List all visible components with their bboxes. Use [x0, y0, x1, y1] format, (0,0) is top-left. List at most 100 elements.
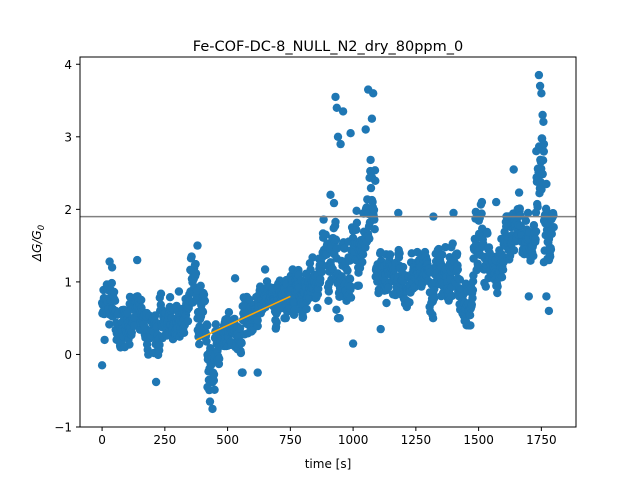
- scatter-point: [202, 337, 211, 346]
- scatter-point: [493, 288, 502, 298]
- scatter-point: [468, 285, 478, 295]
- scatter-point: [531, 227, 541, 236]
- y-tick-label: −1: [54, 421, 72, 435]
- x-tick-label: 1000: [338, 433, 369, 447]
- scatter-point: [366, 183, 376, 193]
- scatter-point: [465, 311, 475, 320]
- scatter-point: [521, 216, 531, 225]
- scatter-point: [165, 293, 175, 302]
- scatter-point: [253, 321, 262, 331]
- scatter-point: [514, 188, 524, 197]
- scatter-point: [367, 114, 377, 123]
- scatter-point: [430, 284, 439, 294]
- scatter-point: [448, 239, 457, 248]
- scatter-point: [205, 397, 215, 406]
- scatter-point: [137, 295, 146, 305]
- scatter-point: [109, 287, 119, 297]
- scatter-point: [529, 221, 539, 230]
- scatter-point: [455, 275, 465, 284]
- scatter-point: [354, 281, 363, 290]
- scatter-point: [453, 265, 462, 274]
- scatter-point: [331, 92, 340, 102]
- scatter-point: [382, 298, 391, 308]
- scatter-point: [542, 292, 551, 301]
- scatter-point: [335, 314, 344, 323]
- scatter-point: [481, 282, 490, 291]
- scatter-point: [224, 308, 234, 317]
- y-axis-label-main: ΔG/G: [30, 230, 44, 262]
- x-tick-label: 1750: [526, 433, 557, 447]
- scatter-point: [509, 165, 518, 174]
- scatter-point: [316, 274, 325, 284]
- scatter-point: [199, 290, 209, 299]
- scatter-point: [371, 176, 380, 185]
- scatter-point: [340, 243, 349, 253]
- scatter-point: [452, 249, 462, 258]
- scatter-point: [542, 179, 551, 189]
- scatter-point: [198, 307, 208, 317]
- y-tick-label: 1: [64, 275, 72, 289]
- scatter-point: [302, 304, 311, 314]
- scatter-point: [394, 208, 403, 218]
- chart-title: Fe-COF-DC-8_NULL_N2_dry_80ppm_0: [193, 39, 463, 55]
- trend-line: [195, 295, 291, 341]
- scatter-point: [468, 277, 478, 286]
- plot-frame: [79, 56, 577, 428]
- scatter-point: [151, 377, 161, 387]
- scatter-point: [509, 246, 519, 255]
- scatter-point: [156, 289, 166, 298]
- scatter-point: [366, 155, 375, 165]
- scatter-point: [549, 223, 558, 232]
- scatter-point: [405, 298, 414, 307]
- scatter-point: [370, 215, 379, 224]
- x-axis: 0 250 500 750 1000 1250 1500 1750: [98, 427, 557, 447]
- scatter-point: [523, 208, 533, 218]
- scatter-point: [120, 343, 129, 352]
- scatter-point: [326, 190, 335, 199]
- scatter-point: [230, 274, 240, 283]
- scatter-point: [107, 278, 117, 288]
- scatter-point: [107, 263, 117, 272]
- scatter-point: [544, 255, 554, 265]
- scatter-point: [539, 147, 548, 156]
- scatter-point: [370, 166, 380, 175]
- scatter-point: [203, 382, 212, 392]
- scatter-point: [105, 320, 114, 329]
- x-tick-label: 750: [279, 433, 302, 447]
- scatter-point: [208, 404, 217, 414]
- y-axis: −1 0 1 2 3 4: [54, 58, 80, 435]
- scatter-point: [333, 132, 343, 141]
- scatter-point: [535, 81, 545, 91]
- scatter-point: [546, 245, 556, 254]
- y-tick-label: 2: [64, 203, 72, 217]
- scatter-point: [187, 252, 196, 261]
- scatter-point: [538, 169, 547, 179]
- scatter-point: [215, 354, 224, 363]
- scatter-point: [547, 229, 556, 239]
- scatter-point: [531, 235, 540, 244]
- scatter-point: [358, 250, 368, 259]
- scatter-point: [336, 139, 345, 149]
- scatter-point: [206, 344, 215, 353]
- scatter-point: [477, 197, 487, 207]
- scatter-point: [209, 370, 219, 379]
- scatter-point: [203, 321, 212, 330]
- scatter-point: [237, 338, 246, 348]
- scatter-point: [133, 255, 142, 265]
- scatter-point: [236, 348, 246, 358]
- scatter-point: [544, 306, 554, 316]
- reference-lines: [80, 215, 576, 341]
- scatter-point: [313, 303, 322, 313]
- scatter-point: [338, 107, 348, 116]
- scatter-point: [324, 287, 333, 296]
- scatter-point: [352, 218, 362, 227]
- scatter-point: [100, 335, 109, 345]
- scatter-point: [365, 234, 374, 243]
- scatter-point: [539, 139, 549, 149]
- scatter-point: [329, 198, 339, 208]
- scatter-point: [332, 305, 341, 314]
- y-axis-label-sub: 0: [37, 225, 47, 230]
- scatter-point: [123, 308, 132, 318]
- y-axis-label: ΔG/G0: [30, 225, 47, 262]
- scatter-point: [209, 376, 218, 385]
